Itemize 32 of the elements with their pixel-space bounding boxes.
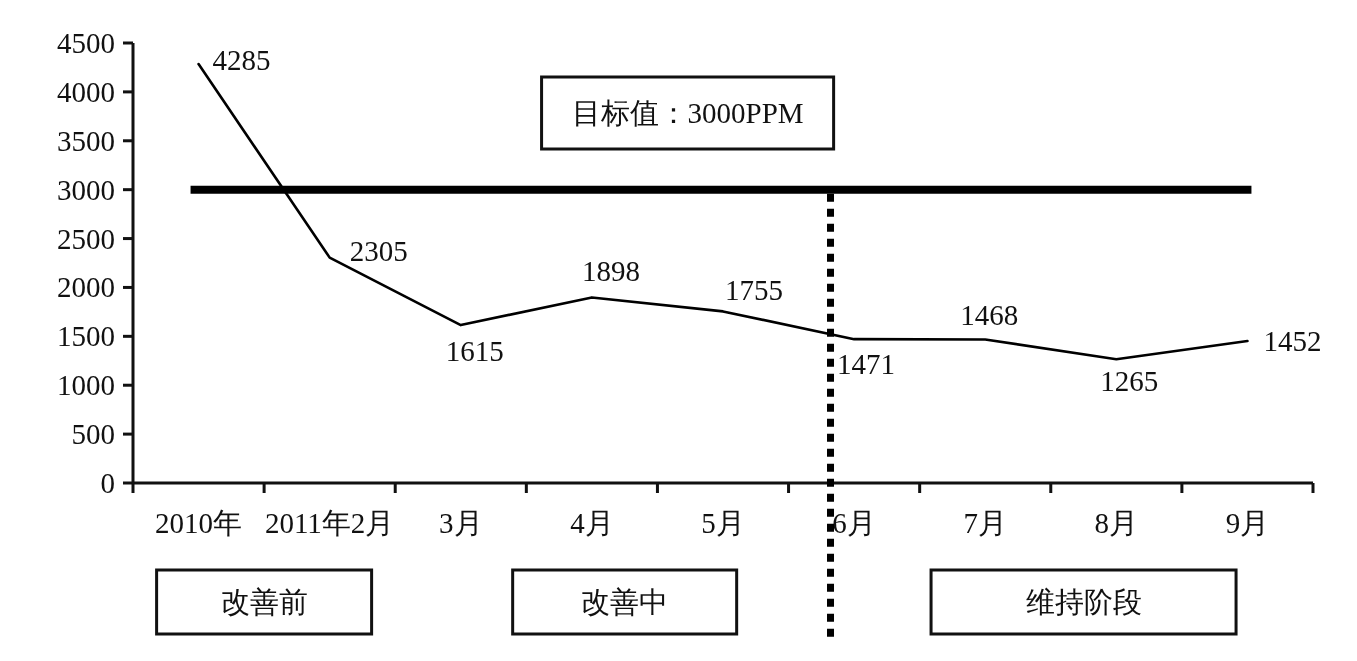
data-label: 1452 — [1263, 325, 1322, 358]
y-tick-label: 2000 — [57, 271, 115, 304]
x-tick-label: 8月 — [1094, 507, 1139, 539]
y-tick-label: 3500 — [57, 124, 115, 157]
data-label: 1265 — [1100, 365, 1159, 398]
x-tick-label: 6月 — [832, 507, 876, 539]
data-label: 1755 — [725, 274, 783, 307]
x-tick-label: 4月 — [570, 507, 614, 539]
x-tick-label: 9月 — [1225, 507, 1270, 539]
data-label: 4285 — [212, 44, 271, 77]
y-tick-label: 2500 — [57, 222, 115, 255]
y-tick-label: 0 — [100, 467, 115, 499]
x-tick-label: 2010年 — [155, 507, 243, 539]
ref-line-label: 目标值：3000PPM — [571, 97, 804, 129]
data-label: 1471 — [837, 348, 896, 381]
x-tick-label: 3月 — [439, 507, 483, 539]
y-tick-label: 3000 — [57, 173, 115, 206]
y-tick-label: 4000 — [57, 75, 115, 108]
x-tick-label: 5月 — [701, 507, 745, 539]
annotation: 改善前 — [220, 586, 308, 618]
annotation: 维持阶段 — [1025, 586, 1142, 618]
annotation: 改善中 — [581, 586, 669, 618]
y-tick-label: 1000 — [57, 369, 115, 402]
data-label: 1615 — [445, 335, 504, 368]
x-tick-label: 7月 — [963, 507, 1007, 539]
data-label: 1898 — [581, 255, 640, 288]
x-tick-label: 2011年2月 — [264, 507, 395, 539]
data-label: 1468 — [960, 299, 1019, 332]
data-label: 2305 — [349, 234, 408, 267]
y-tick-label: 1500 — [57, 320, 115, 353]
y-tick-label: 4500 — [57, 27, 115, 59]
y-tick-label: 500 — [71, 418, 115, 451]
